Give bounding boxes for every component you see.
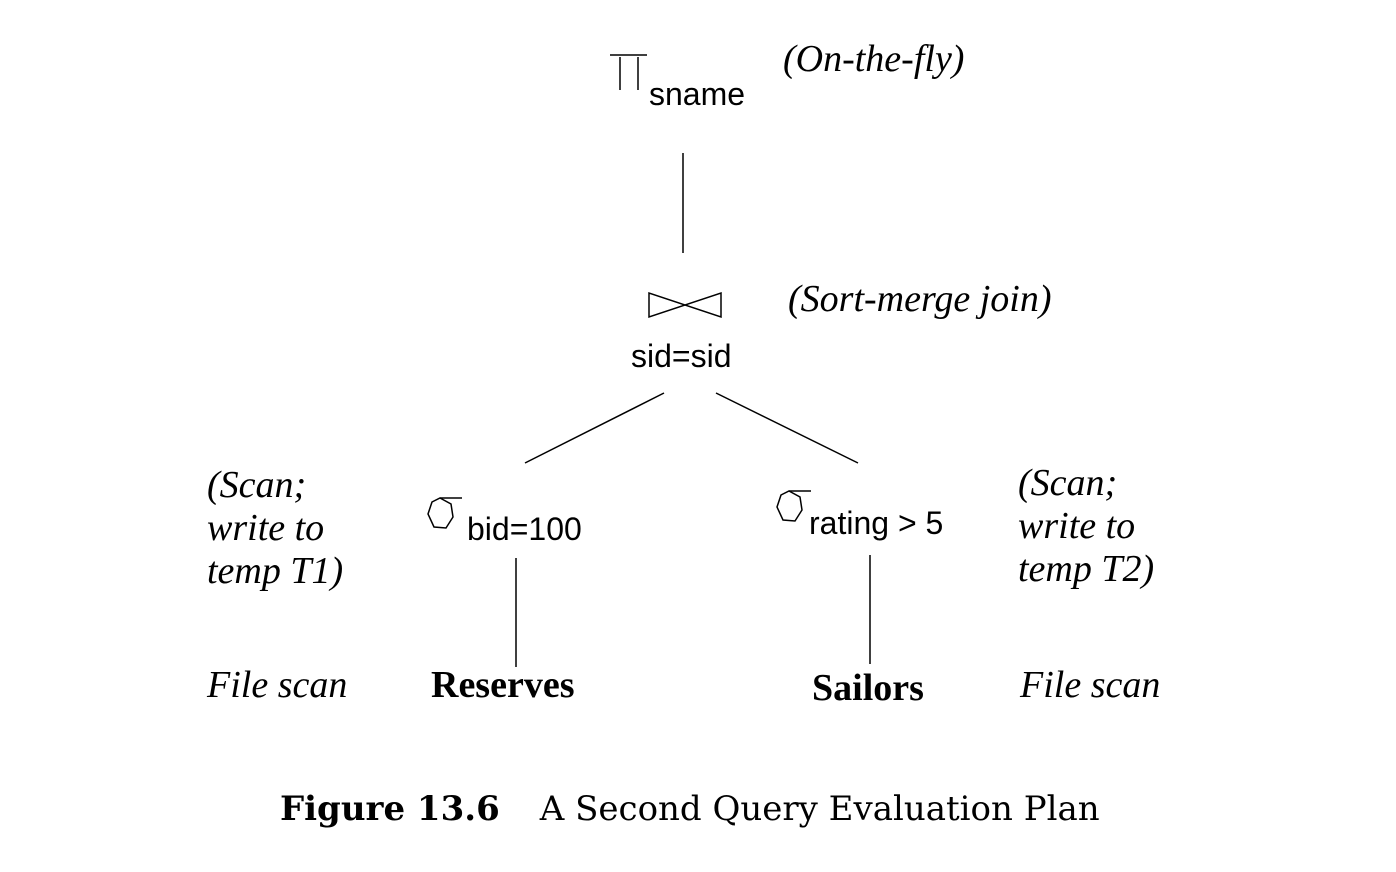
- edge-join-left: [524, 392, 665, 464]
- relation-sailors: Sailors: [812, 667, 924, 709]
- join-condition: sid=sid: [631, 338, 732, 374]
- annotation-line: temp T2): [1018, 548, 1155, 590]
- join-annotation: (Sort-merge join): [788, 278, 1052, 320]
- annotation-line: (Scan;: [1018, 462, 1118, 504]
- annotation-line: (Scan;: [207, 464, 307, 506]
- figure-label: Figure 13.6: [280, 789, 500, 829]
- project-subscript: sname: [649, 76, 746, 112]
- select-right-annotation: (Scan; write to temp T2): [1018, 462, 1154, 591]
- annotation-line: write to: [207, 507, 325, 549]
- access-right: File scan: [1020, 664, 1161, 706]
- project-annotation: (On-the-fly): [783, 38, 965, 80]
- sigma-icon-left: [427, 497, 462, 529]
- access-left: File scan: [207, 664, 348, 706]
- select-right-subscript: rating > 5: [809, 505, 944, 541]
- figure-caption: Figure 13.6 A Second Query Evaluation Pla…: [280, 792, 1100, 826]
- bowtie-join-icon: [648, 291, 722, 319]
- annotation-line: temp T1): [207, 550, 344, 592]
- annotation-line: write to: [1018, 505, 1136, 547]
- project-icon: [610, 54, 647, 90]
- select-left-subscript: bid=100: [467, 511, 582, 547]
- select-left-annotation: (Scan; write to temp T1): [207, 464, 343, 593]
- relation-reserves: Reserves: [431, 664, 575, 706]
- sigma-icon-right: [776, 490, 811, 522]
- figure-title: A Second Query Evaluation Plan: [539, 789, 1100, 829]
- edge-join-right: [715, 392, 859, 464]
